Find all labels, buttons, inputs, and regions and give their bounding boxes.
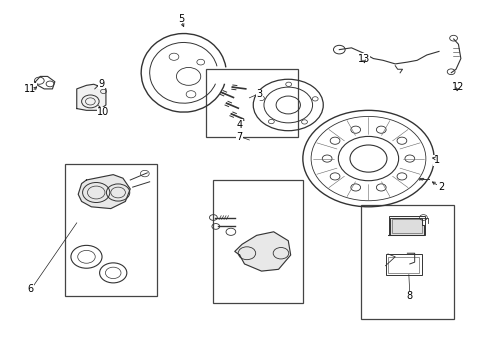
Bar <box>64 164 157 296</box>
Text: 4: 4 <box>236 120 242 130</box>
Text: 5: 5 <box>178 14 184 24</box>
Text: 3: 3 <box>256 89 262 99</box>
Text: 9: 9 <box>98 78 104 89</box>
Bar <box>385 254 421 275</box>
Polygon shape <box>78 175 130 208</box>
Text: 7: 7 <box>236 132 242 142</box>
Bar <box>388 216 424 235</box>
Polygon shape <box>387 217 424 235</box>
Bar <box>387 257 418 273</box>
Text: 12: 12 <box>451 82 464 92</box>
Polygon shape <box>234 232 290 271</box>
Text: 10: 10 <box>97 107 109 117</box>
Text: 11: 11 <box>24 84 37 94</box>
Text: 2: 2 <box>437 182 444 192</box>
Polygon shape <box>77 84 106 111</box>
Bar <box>205 69 297 137</box>
Text: 13: 13 <box>357 54 369 64</box>
Text: 1: 1 <box>432 156 439 165</box>
Bar <box>212 180 302 303</box>
Text: 6: 6 <box>27 284 34 294</box>
Bar <box>391 219 421 233</box>
Bar <box>361 205 453 319</box>
Text: 8: 8 <box>406 291 412 301</box>
